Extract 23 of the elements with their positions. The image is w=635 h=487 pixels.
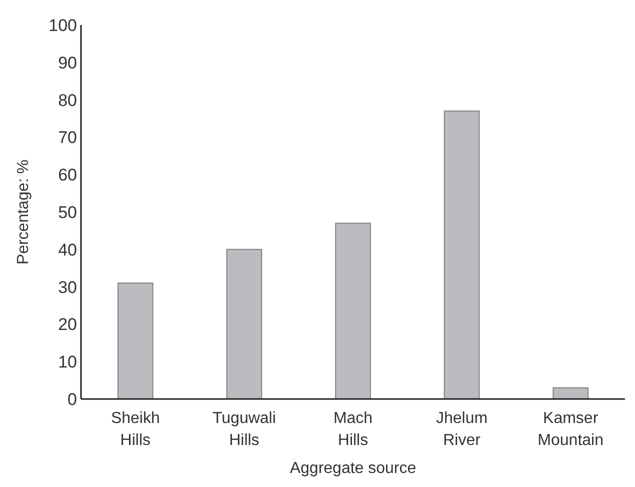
y-tick-label: 70 — [58, 128, 77, 148]
x-tick-label: Sheikh Hills — [110, 410, 160, 449]
x-tick-label: Jhelum River — [436, 410, 488, 449]
y-tick-label: 80 — [58, 90, 77, 110]
bar — [335, 222, 371, 400]
y-tick-label: 50 — [58, 202, 77, 222]
y-tick-label: 100 — [48, 16, 77, 35]
y-tick-label: 30 — [58, 278, 77, 297]
x-tick-label: Tuguwali Hills — [212, 410, 276, 449]
y-tick-label: 20 — [58, 315, 77, 334]
y-tick-label: 90 — [58, 53, 77, 72]
bar — [117, 282, 154, 400]
x-tick-label: Kamser Mountain — [538, 410, 604, 449]
bar — [226, 248, 262, 400]
x-tick-label: Mach Hills — [333, 410, 373, 449]
bar — [444, 110, 480, 400]
y-tick-label: 40 — [58, 240, 77, 260]
x-axis-title: Aggregate source — [290, 460, 416, 477]
bar — [552, 387, 589, 400]
y-tick-label: 60 — [58, 166, 77, 185]
y-tick-label: 0 — [68, 390, 77, 409]
y-tick-label: 10 — [58, 352, 77, 372]
y-axis-title: Percentage: % — [15, 160, 32, 264]
